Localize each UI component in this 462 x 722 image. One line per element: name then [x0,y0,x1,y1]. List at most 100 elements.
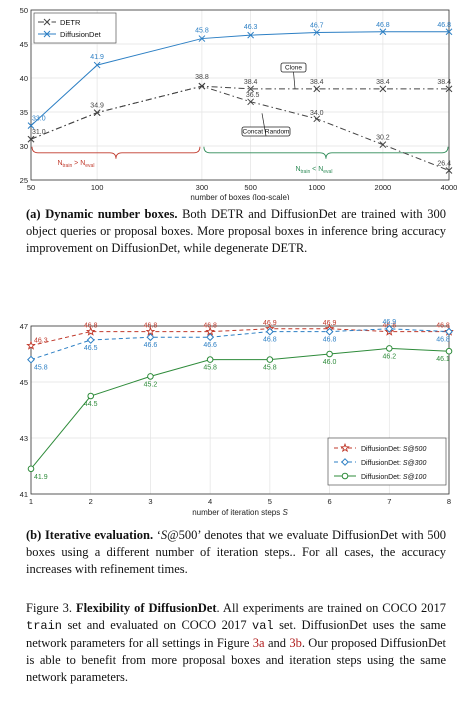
data-point [198,82,206,90]
caption-b: (b) Iterative evaluation. ‘S@500’ denote… [26,527,446,578]
series-line [30,85,449,140]
series-2-line-group: 41.9 44.5 45.2 45.8 45.8 46.0 46.2 46.1 [27,345,453,481]
data-label: 44.5 [84,401,98,408]
data-point [247,31,254,39]
data-point [385,345,393,352]
legend-label: DETR [60,18,81,27]
data-point [445,28,453,36]
data-label: 46.8 [436,323,450,330]
x-tick-label: 1000 [308,183,325,192]
y-tick-label: 47 [20,322,28,331]
figure-text-3: set. DiffusionDet uses the same network … [26,618,446,650]
data-label: 34.9 [90,103,104,110]
data-label: 46.8 [437,22,451,29]
figure-text-2: set and evaluated on COCO 2017 [62,618,253,632]
data-label: 46.9 [382,319,396,326]
y-tick-label: 30 [20,142,28,151]
data-label: 45.2 [144,381,158,388]
data-point [147,373,154,380]
data-label: 46.8 [263,337,277,344]
data-point [313,29,321,36]
data-point [445,327,453,336]
legend-label: DiffusionDet: S@100 [361,474,426,481]
data-label: 46.1 [436,356,450,363]
legend-marker [340,442,350,453]
x-axis-label: number of iteration steps S [192,508,288,517]
data-label: 30.2 [376,135,390,142]
x-tick-label: 300 [196,183,209,192]
data-point [379,28,387,36]
x-tick-label: 4000 [441,183,458,192]
data-point [266,356,274,363]
legend: DETR DiffusionDet [33,12,117,44]
data-label: 31.0 [32,129,46,136]
figure-ref-3b[interactable]: 3b [289,636,302,650]
data-point [325,327,334,336]
data-point [445,85,453,93]
data-point [146,333,155,342]
caption-a-body: Both DETR and DiffusionDet are trained w… [26,207,446,255]
figure-ref-3a[interactable]: 3a [252,636,265,650]
x-tick-label: 8 [447,497,451,506]
data-point [86,336,95,344]
data-label: 34.0 [310,110,324,117]
data-point [385,324,394,333]
legend-label: DiffusionDet [60,30,102,39]
data-label: 46.6 [203,342,217,349]
data-label: 46.3 [244,24,258,31]
data-label: 46.8 [323,337,337,344]
series-0-line-group: 31.0 34.9 38.8 38.4 38.4 38.4 38.4 [27,74,453,143]
x-tick-label: 6 [327,497,331,506]
y-tick-label: 35 [20,108,28,117]
series-1-line-group: 36.5 34.0 30.2 26.4 [27,82,453,174]
data-label: 46.8 [144,323,158,330]
legend-marker [43,18,51,26]
caption-b-quote-close: @500’ [167,528,201,542]
data-label: 46.2 [382,353,396,360]
x-tick-label: 7 [387,497,391,506]
data-point [27,355,35,364]
figure-text-1: . All experiments are trained on COCO 20… [216,601,446,615]
data-label: 46.7 [310,22,324,29]
figure-caption: Figure 3. Flexibility of DiffusionDet. A… [26,600,446,686]
data-point [145,326,156,336]
caption-a-label: (a) [26,207,41,221]
brace-train-gt-eval [31,146,201,159]
legend: DiffusionDet: S@500 DiffusionDet: S@300 Di… [327,437,447,486]
data-point [265,327,274,336]
data-label: 38.4 [376,79,390,86]
data-point [445,347,453,355]
y-tick-label: 45 [20,378,28,387]
annotation-clone: Clone [285,65,302,72]
series-line [30,85,450,171]
data-label: 46.5 [84,345,98,352]
data-label: 38.4 [437,79,451,86]
data-label: 38.8 [195,74,209,81]
data-point [445,167,453,174]
plot-frame [30,325,450,495]
data-point [247,85,254,93]
y-tick-label: 50 [20,6,28,15]
y-tick-label: 25 [20,176,28,185]
x-tick-label: 4 [208,497,212,506]
y-tick-label: 40 [20,74,28,83]
data-point [85,326,96,336]
series-line [30,328,449,347]
plot-frame [30,9,450,181]
annotation-clone-pointer [293,71,296,89]
caption-a: (a) Dynamic number boxes. Both DETR and … [26,206,446,257]
data-label: 46.6 [144,342,158,349]
data-label: 46.8 [203,323,217,330]
data-label: 33.0 [32,116,46,123]
brace-label-train-lt-eval: Ntrain < Neval [295,166,332,175]
legend-label: DiffusionDet: S@300 [361,460,426,467]
figure-text-4: and [264,636,290,650]
data-label: 26.4 [437,160,451,167]
data-label: 41.9 [90,54,104,61]
annotation-concat-random: Concat Random [243,129,290,136]
y-tick-label: 43 [20,434,28,443]
data-label: 45.8 [203,365,217,372]
caption-b-label: (b) [26,528,42,542]
data-label: 36.5 [246,92,260,99]
